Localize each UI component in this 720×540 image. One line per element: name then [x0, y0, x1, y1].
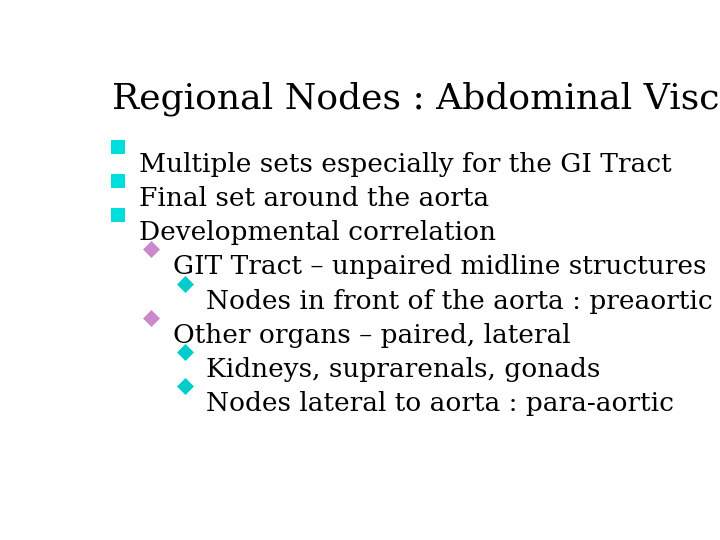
Text: Kidneys, suprarenals, gonads: Kidneys, suprarenals, gonads	[206, 357, 600, 382]
Text: Multiple sets especially for the GI Tract: Multiple sets especially for the GI Trac…	[139, 152, 672, 177]
Point	[179, 279, 191, 288]
Point	[179, 347, 191, 356]
Point	[145, 245, 157, 254]
Point	[145, 313, 157, 322]
Point	[112, 177, 124, 186]
Text: Developmental correlation: Developmental correlation	[139, 220, 496, 245]
Point	[112, 143, 124, 151]
Text: Final set around the aorta: Final set around the aorta	[139, 186, 489, 211]
Point	[112, 211, 124, 220]
Point	[179, 381, 191, 390]
Text: Regional Nodes : Abdominal Viscera: Regional Nodes : Abdominal Viscera	[112, 82, 720, 116]
Text: GIT Tract – unpaired midline structures: GIT Tract – unpaired midline structures	[173, 254, 706, 279]
Text: Other organs – paired, lateral: Other organs – paired, lateral	[173, 322, 570, 348]
Text: Nodes in front of the aorta : preaortic: Nodes in front of the aorta : preaortic	[206, 288, 713, 314]
Text: Nodes lateral to aorta : para-aortic: Nodes lateral to aorta : para-aortic	[206, 391, 674, 416]
